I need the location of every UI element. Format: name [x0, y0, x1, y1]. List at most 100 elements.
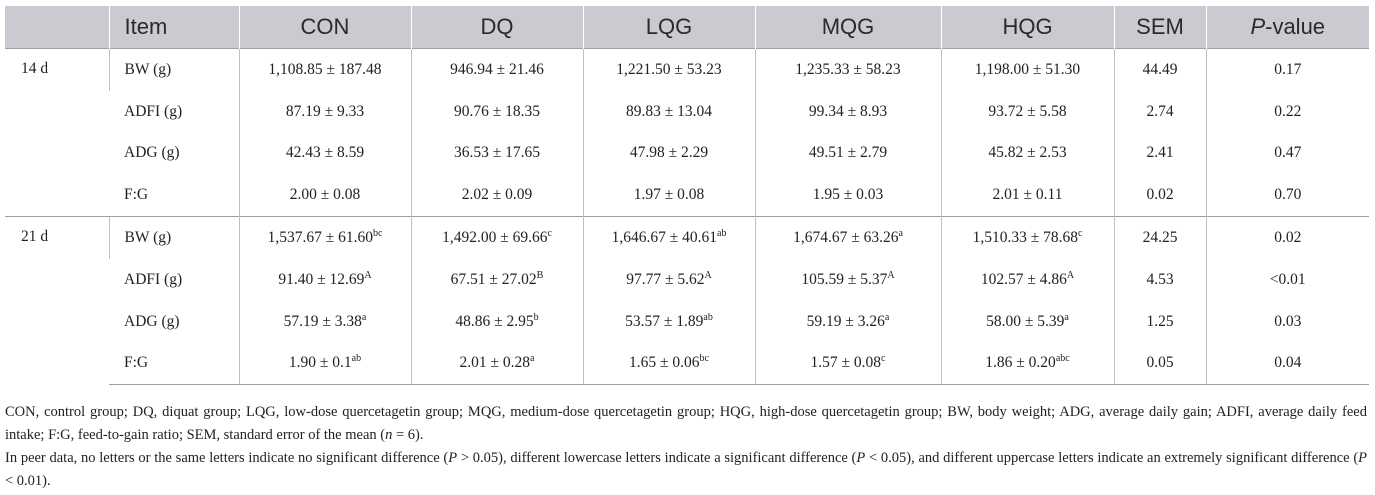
- cell-value: 42.43 ± 8.59: [285, 144, 365, 162]
- data-cell: 0.04: [1205, 342, 1369, 386]
- cell-value: 87.19 ± 9.33: [285, 102, 365, 120]
- data-cell: 90.76 ± 18.35: [410, 90, 583, 133]
- table-row: F:G 2.00 ± 0.08 2.02 ± 0.09 1.97 ± 0.08 1.95…: [5, 174, 1369, 217]
- cell-value: 102.57 ± 4.86: [980, 270, 1067, 288]
- cell-value: <0.01: [1269, 270, 1306, 288]
- data-cell: 99.34 ± 8.93: [754, 90, 941, 133]
- data-cell: 53.57 ± 1.89ab: [582, 300, 755, 343]
- significance-letter: ab: [716, 228, 727, 240]
- significance-letter: c: [881, 353, 886, 365]
- p-symbol: P: [1250, 14, 1266, 39]
- significance-letter: bc: [372, 228, 383, 240]
- cell-value: 57.19 ± 3.38: [283, 312, 362, 330]
- data-cell: 67.51 ± 27.02B: [410, 258, 583, 301]
- data-cell: 1,537.67 ± 61.60bc: [238, 216, 411, 259]
- cell-value: 1,198.00 ± 51.30: [974, 60, 1081, 78]
- data-cell: 1,510.33 ± 78.68c: [940, 216, 1114, 259]
- significance-letter: a: [361, 311, 367, 323]
- significance-letter: B: [536, 269, 544, 281]
- cell-value: 90.76 ± 18.35: [453, 102, 540, 120]
- cell-value: 93.72 ± 5.58: [988, 102, 1067, 120]
- significance-letter: ab: [351, 353, 362, 365]
- significance-letter: A: [704, 269, 712, 281]
- significance-letter: a: [898, 228, 903, 240]
- data-cell: 4.53: [1113, 258, 1206, 301]
- data-cell: 1,646.67 ± 40.61ab: [582, 216, 755, 259]
- data-cell: 0.47: [1205, 132, 1369, 175]
- cell-value: 2.01 ± 0.28: [459, 354, 531, 372]
- header-lqg: LQG: [582, 6, 755, 49]
- significance-letter: A: [887, 269, 895, 281]
- data-cell: 946.94 ± 21.46: [410, 47, 583, 91]
- data-cell: 93.72 ± 5.58: [940, 90, 1114, 133]
- cell-value: 1.25: [1146, 312, 1174, 330]
- header-item: Item: [108, 6, 239, 49]
- cell-value: 58.00 ± 5.39: [986, 312, 1065, 330]
- cell-value: 1.57 ± 0.08: [810, 354, 882, 372]
- cell-value: 1,674.67 ± 63.26: [793, 229, 899, 247]
- cell-value: 1,510.33 ± 78.68: [972, 229, 1078, 247]
- cell-value: 1.86 ± 0.20: [985, 354, 1056, 372]
- data-cell: 1,108.85 ± 187.48: [238, 47, 411, 91]
- significance-letter: c: [1077, 228, 1083, 240]
- data-cell: 0.22: [1205, 90, 1369, 133]
- item-label: BW (g): [108, 216, 239, 259]
- header-dq: DQ: [410, 6, 583, 49]
- stat-symbol: P: [856, 450, 866, 466]
- significance-letter: a: [530, 353, 535, 365]
- cell-value: 2.02 ± 0.09: [461, 186, 533, 204]
- cell-value: 0.70: [1274, 186, 1302, 204]
- cell-value: 67.51 ± 27.02: [450, 270, 537, 288]
- stat-symbol: P: [1358, 450, 1368, 466]
- data-cell: 44.49: [1113, 47, 1206, 91]
- significance-letter: b: [533, 311, 539, 323]
- cell-value: 2.00 ± 0.08: [289, 186, 361, 204]
- item-label: BW (g): [108, 47, 239, 91]
- cell-value: 48.86 ± 2.95: [455, 312, 534, 330]
- header-con: CON: [238, 6, 411, 49]
- group-label: 14 d: [5, 47, 109, 217]
- table-row: F:G 1.90 ± 0.1ab 2.01 ± 0.28a 1.65 ± 0.06bc…: [5, 342, 1369, 386]
- data-cell: 47.98 ± 2.29: [582, 132, 755, 175]
- cell-value: 1,108.85 ± 187.48: [268, 60, 382, 78]
- significance-letter: c: [547, 228, 552, 240]
- cell-value: 47.98 ± 2.29: [629, 144, 709, 162]
- cell-value: 53.57 ± 1.89: [625, 312, 704, 330]
- cell-value: 44.49: [1142, 60, 1178, 78]
- cell-value: 0.05: [1146, 354, 1174, 372]
- data-cell: 2.01 ± 0.11: [940, 174, 1114, 217]
- data-cell: 0.02: [1113, 174, 1206, 217]
- data-cell: 0.17: [1205, 47, 1369, 91]
- data-cell: 0.03: [1205, 300, 1369, 343]
- data-cell: 2.74: [1113, 90, 1206, 133]
- data-cell: 59.19 ± 3.26a: [754, 300, 941, 343]
- cell-value: 4.53: [1146, 270, 1174, 288]
- cell-value: 97.77 ± 5.62: [626, 270, 705, 288]
- data-cell: 0.02: [1205, 216, 1369, 259]
- data-cell: 45.82 ± 2.53: [940, 132, 1114, 175]
- cell-value: 1,221.50 ± 53.23: [616, 60, 722, 78]
- data-cell: 0.05: [1113, 342, 1206, 386]
- data-cell: 97.77 ± 5.62A: [582, 258, 755, 301]
- footnote-abbreviations: CON, control group; DQ, diquat group; LQ…: [5, 404, 1367, 443]
- cell-value: 2.41: [1146, 144, 1174, 162]
- table-row: ADFI (g) 87.19 ± 9.33 90.76 ± 18.35 89.83 ±…: [5, 90, 1369, 133]
- cell-value: 99.34 ± 8.93: [808, 102, 888, 120]
- data-cell: 1.25: [1113, 300, 1206, 343]
- cell-value: 1.90 ± 0.1: [288, 354, 352, 372]
- data-cell: 49.51 ± 2.79: [754, 132, 941, 175]
- table-row: ADG (g) 57.19 ± 3.38a 48.86 ± 2.95b 53.57 ±…: [5, 300, 1369, 343]
- cell-value: 45.82 ± 2.53: [988, 144, 1067, 162]
- table-row: ADFI (g) 91.40 ± 12.69A 67.51 ± 27.02B 97.7…: [5, 258, 1369, 301]
- data-cell: 1,198.00 ± 51.30: [940, 47, 1114, 91]
- significance-letter: ab: [703, 311, 713, 323]
- data-cell: 36.53 ± 17.65: [410, 132, 583, 175]
- significance-letter: A: [364, 269, 372, 281]
- data-cell: 2.01 ± 0.28a: [410, 342, 583, 386]
- cell-value: 1,646.67 ± 40.61: [611, 229, 717, 247]
- data-cell: <0.01: [1205, 258, 1369, 301]
- data-cell: 1.97 ± 0.08: [582, 174, 755, 217]
- data-cell: 58.00 ± 5.39a: [940, 300, 1114, 343]
- data-cell: 87.19 ± 9.33: [238, 90, 411, 133]
- item-label: ADFI (g): [124, 270, 183, 288]
